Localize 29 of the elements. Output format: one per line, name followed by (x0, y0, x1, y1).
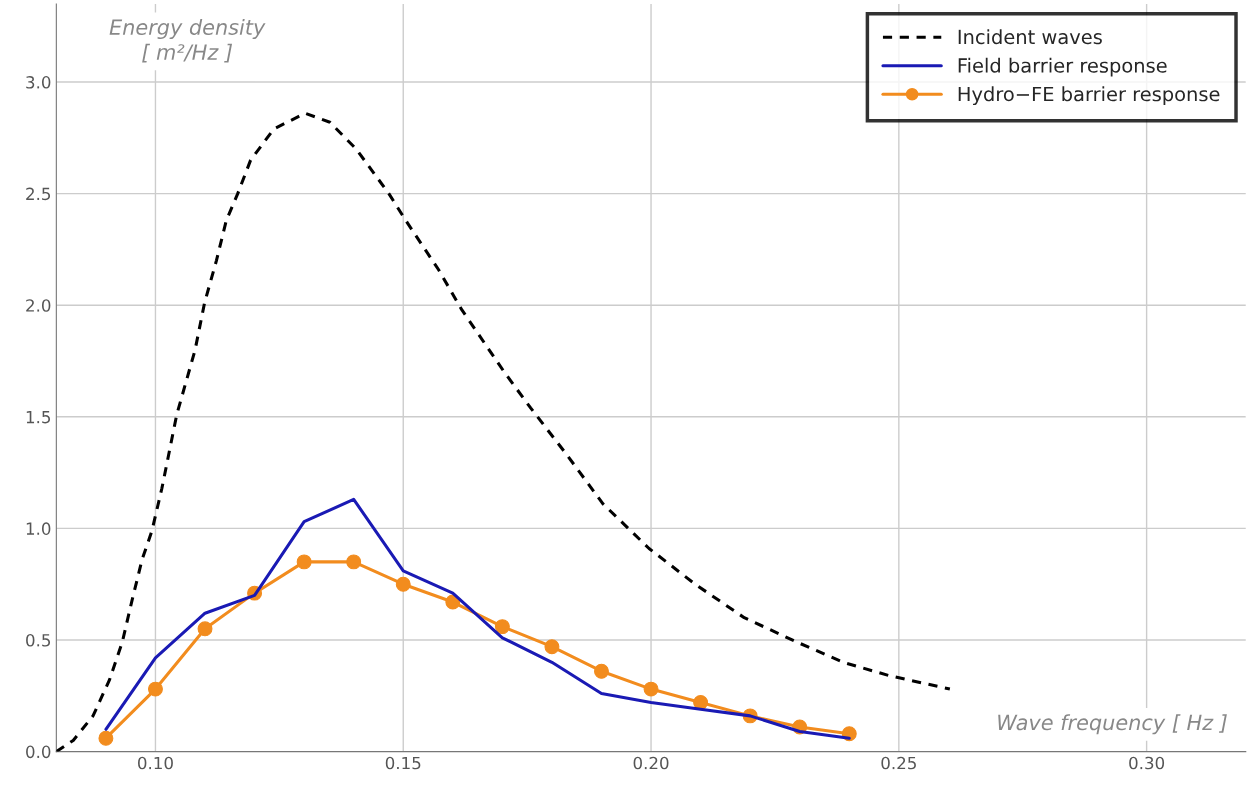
x-tick-label: 0.30 (1129, 756, 1165, 770)
x-axis-title: Wave frequency [ Hz ] (998, 714, 1227, 735)
point (594, 663, 609, 679)
point (296, 554, 312, 570)
point (197, 621, 213, 637)
point (494, 619, 510, 635)
y-tick-label: 1.0 (26, 522, 51, 535)
y-tick-label: 0.5 (26, 633, 51, 647)
y-tick-label: 2.0 (26, 299, 51, 312)
point (395, 576, 411, 592)
legend-label: Field barrier response (958, 57, 1167, 77)
y-tick-label: 2.5 (26, 187, 51, 201)
point (693, 695, 709, 710)
legend-label: Incident waves (958, 29, 1102, 45)
x-tick-label: 0.25 (881, 756, 916, 770)
y-tick-label: 1.5 (26, 411, 51, 424)
x-tick-label: 0.15 (385, 756, 421, 770)
point (544, 639, 560, 655)
point (643, 681, 659, 697)
point (147, 681, 163, 697)
point (346, 554, 362, 570)
legend-label: Hydro−FE barrier response (958, 86, 1220, 106)
y-tick-label: 3.0 (26, 76, 51, 89)
point (98, 730, 114, 746)
y-axis-title: Energy density [ m²/Hz ] (109, 18, 266, 63)
x-tick-label: 0.10 (138, 756, 173, 770)
x-tick-label: 0.20 (633, 756, 669, 770)
y-tick-label: 0.0 (26, 745, 51, 759)
line-series (56, 111, 952, 752)
